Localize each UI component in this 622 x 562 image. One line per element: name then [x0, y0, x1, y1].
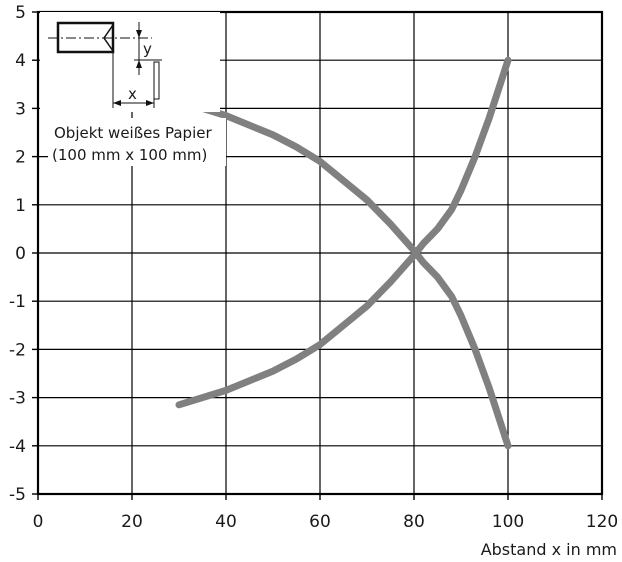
y-tick-label-6: -1: [9, 292, 26, 312]
series-line-2: [175, 56, 512, 409]
x-arrow-right: [146, 100, 154, 106]
x-tick-label-2: 40: [215, 512, 237, 532]
x-tick-label-3: 60: [309, 512, 331, 532]
y-tick-label-9: -4: [9, 437, 26, 457]
series-line-1: [175, 97, 512, 450]
y-tick-labels: 5 4 3 2 1 0 -1 -2 -3 -4 -5: [9, 3, 26, 505]
y-tick-label-1: 4: [15, 51, 26, 71]
y-tick-label-5: 0: [15, 244, 26, 264]
inset-caption-line2: (100 mm x 100 mm): [52, 146, 207, 164]
caption-background: [48, 118, 226, 166]
x-tick-labels: 0 20 40 60 80 100 120: [33, 512, 619, 532]
x-arrow-left: [113, 100, 121, 106]
y-tick-label-2: 3: [15, 99, 26, 119]
x-axis-label: Abstand x in mm: [481, 540, 617, 559]
y-tick-label-4: 1: [15, 196, 26, 216]
x-tick-label-5: 100: [492, 512, 524, 532]
y-tick-label-3: 2: [15, 148, 26, 168]
inset-caption-line1: Objekt weißes Papier: [54, 124, 212, 142]
x-tick-label-1: 20: [121, 512, 143, 532]
target-object: [153, 61, 160, 100]
y-tick-label-0: 5: [15, 3, 26, 23]
x-tick-label-0: 0: [33, 512, 44, 532]
sensor-diagram: y x Objekt weißes Papier (100 mm x 100 m…: [40, 12, 226, 166]
inset-label-y: y: [143, 40, 152, 58]
y-tick-label-7: -2: [9, 340, 26, 360]
x-tick-label-6: 120: [586, 512, 618, 532]
y-arrow-down: [136, 30, 142, 38]
inset-label-x: x: [128, 85, 137, 103]
inset-background: [40, 12, 220, 112]
y-tick-label-8: -3: [9, 389, 26, 409]
y-tick-label-10: -5: [9, 485, 26, 505]
x-tick-label-4: 80: [403, 512, 425, 532]
y-arrow-up: [136, 60, 142, 68]
series-layer: [175, 56, 512, 450]
sensor-lens: [103, 24, 114, 52]
